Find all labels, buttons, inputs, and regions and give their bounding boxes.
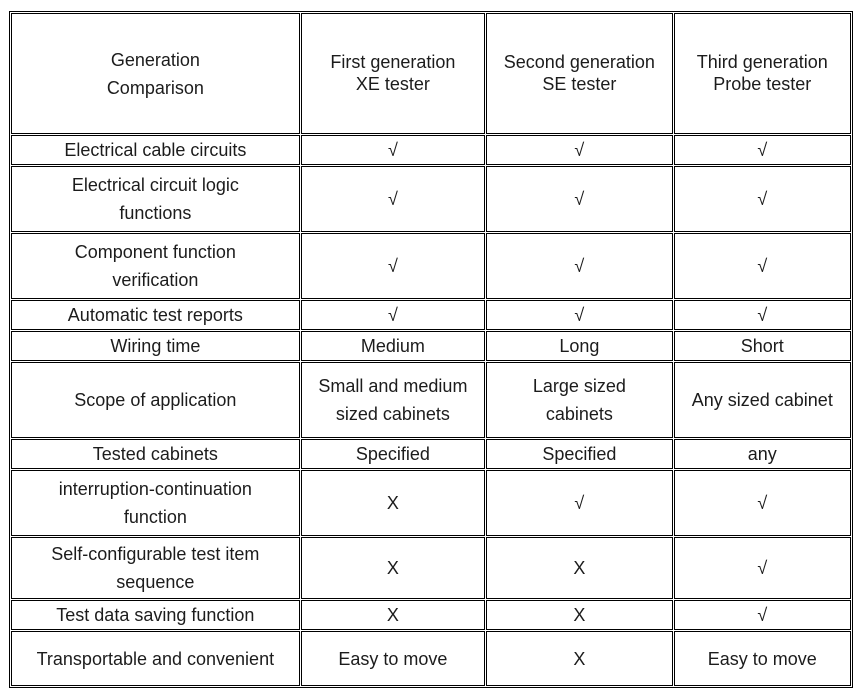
cell-value: √ (300, 166, 486, 232)
row-label: Electrical circuit logic functions (11, 166, 300, 232)
cell-value: √ (486, 166, 673, 232)
table-row: Electrical cable circuits √ √ √ (11, 135, 851, 165)
tester-name: Probe tester (713, 74, 812, 94)
cell-value: Easy to move (300, 631, 486, 686)
cell-value: √ (486, 135, 673, 165)
row-label: Self-configurable test item sequence (11, 537, 300, 599)
cell-value: Large sized cabinets (486, 362, 673, 438)
cell-value: √ (673, 233, 851, 299)
row-label: Test data saving function (11, 600, 300, 630)
header-col-first-generation: First generation XE tester (300, 13, 486, 134)
cell-value: any (673, 439, 851, 469)
row-label: Electrical cable circuits (11, 135, 300, 165)
table-row: Transportable and convenient Easy to mov… (11, 631, 851, 686)
tester-name: SE tester (542, 74, 617, 94)
cell-value: X (300, 537, 486, 599)
cell-value: X (486, 631, 673, 686)
row-label: Transportable and convenient (11, 631, 300, 686)
row-label: Component function verification (11, 233, 300, 299)
row-label: interruption-continuation function (11, 470, 300, 536)
header-row: Generation Comparison First generation X… (11, 13, 851, 134)
cell-value: √ (673, 166, 851, 232)
cell-value: √ (673, 300, 851, 330)
table-row: Electrical circuit logic functions √ √ √ (11, 166, 851, 232)
cell-value: Long (486, 331, 673, 361)
tester-name: XE tester (355, 74, 430, 94)
header-col-third-generation: Third generation Probe tester (673, 13, 851, 134)
cell-value: Short (673, 331, 851, 361)
cell-value: √ (486, 470, 673, 536)
row-label: Wiring time (11, 331, 300, 361)
table-row: Self-configurable test item sequence X X… (11, 537, 851, 599)
cell-value: X (300, 470, 486, 536)
cell-value: √ (673, 135, 851, 165)
row-label: Tested cabinets (11, 439, 300, 469)
page: Generation Comparison First generation X… (9, 11, 853, 688)
cell-value: √ (300, 135, 486, 165)
cell-value: X (486, 600, 673, 630)
row-label: Scope of application (11, 362, 300, 438)
cell-value: Medium (300, 331, 486, 361)
table-row: Test data saving function X X √ (11, 600, 851, 630)
table-row: Tested cabinets Specified Specified any (11, 439, 851, 469)
cell-value: √ (300, 300, 486, 330)
generation-name: First generation (330, 52, 456, 72)
cell-value: Any sized cabinet (673, 362, 851, 438)
table-row: Automatic test reports √ √ √ (11, 300, 851, 330)
cell-value: Easy to move (673, 631, 851, 686)
cell-value: Specified (300, 439, 486, 469)
generation-name: Third generation (696, 52, 828, 72)
table-row: Component function verification √ √ √ (11, 233, 851, 299)
cell-value: √ (673, 470, 851, 536)
table-row: Scope of application Small and medium si… (11, 362, 851, 438)
header-col-second-generation: Second generation SE tester (486, 13, 673, 134)
cell-value: X (300, 600, 486, 630)
cell-value: √ (486, 300, 673, 330)
header-col-wrap: First generation XE tester (308, 42, 478, 105)
cell-value: √ (300, 233, 486, 299)
cell-value: √ (673, 600, 851, 630)
cell-value: Specified (486, 439, 673, 469)
header-corner-cell: Generation Comparison (11, 13, 300, 134)
table-row: Wiring time Medium Long Short (11, 331, 851, 361)
generation-name: Second generation (503, 52, 655, 72)
table-row: interruption-continuation function X √ √ (11, 470, 851, 536)
cell-value: Small and medium sized cabinets (300, 362, 486, 438)
cell-value: √ (673, 537, 851, 599)
header-col-wrap: Second generation SE tester (493, 42, 665, 105)
row-label: Automatic test reports (11, 300, 300, 330)
cell-value: √ (486, 233, 673, 299)
header-col-wrap: Third generation Probe tester (681, 42, 844, 105)
cell-value: X (486, 537, 673, 599)
generation-comparison-table: Generation Comparison First generation X… (9, 11, 853, 688)
